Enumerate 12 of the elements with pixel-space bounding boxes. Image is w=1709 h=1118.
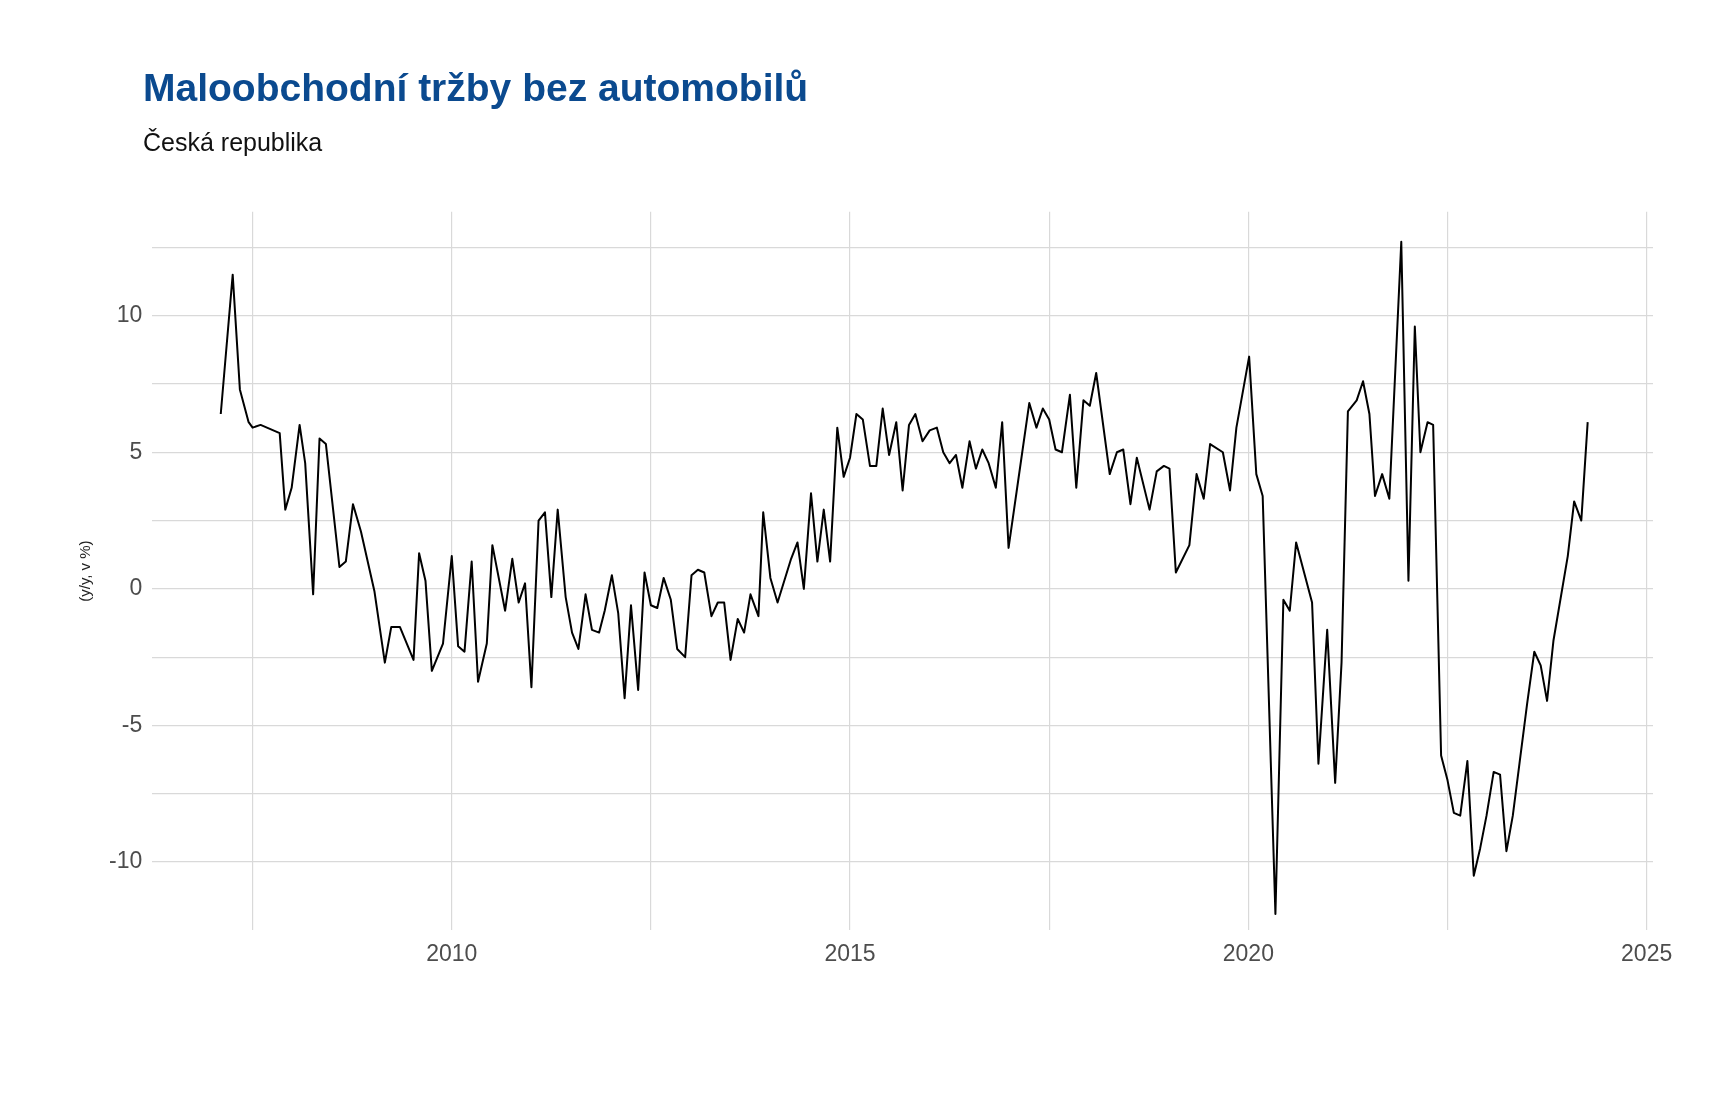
- y-tick-label: 10: [116, 300, 143, 327]
- y-tick-label: 0: [129, 574, 143, 601]
- x-tick-label: 2020: [1222, 939, 1274, 966]
- x-tick-label: 2025: [1621, 939, 1673, 966]
- x-tick-label: 2010: [426, 939, 478, 966]
- chart-subtitle: Česká republika: [143, 128, 323, 157]
- x-tick-label: 2015: [824, 939, 876, 966]
- y-axis-title: (y/y, v %): [76, 540, 94, 602]
- chart-title: Maloobchodní tržby bez automobilů: [143, 66, 809, 110]
- y-tick-label: -10: [108, 847, 143, 874]
- y-tick-label: 5: [129, 437, 143, 464]
- y-tick-label: -5: [121, 710, 143, 737]
